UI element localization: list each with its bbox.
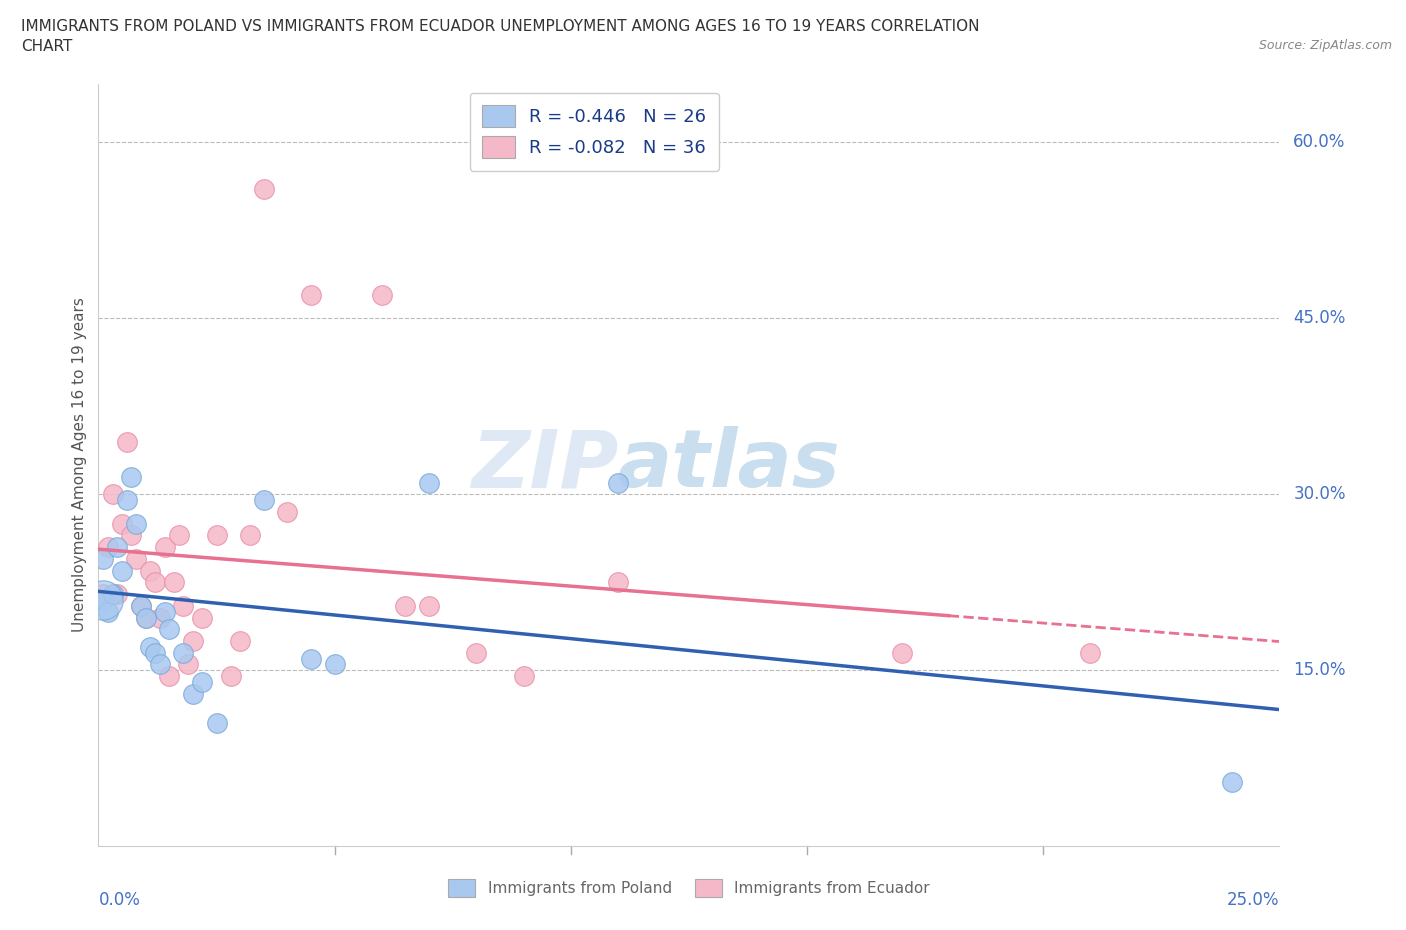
Text: 15.0%: 15.0% xyxy=(1294,661,1346,679)
Point xyxy=(181,633,204,648)
Point xyxy=(121,470,143,485)
Point xyxy=(205,716,228,731)
Point xyxy=(153,539,176,554)
Point xyxy=(890,645,912,660)
Text: ZIP: ZIP xyxy=(471,426,619,504)
Point xyxy=(91,592,114,607)
Point xyxy=(129,598,152,613)
Point xyxy=(97,604,120,619)
Point xyxy=(157,622,180,637)
Point xyxy=(105,587,128,602)
Point xyxy=(299,287,322,302)
Point xyxy=(163,575,186,590)
Legend: Immigrants from Poland, Immigrants from Ecuador: Immigrants from Poland, Immigrants from … xyxy=(441,872,936,903)
Point xyxy=(172,645,194,660)
Point xyxy=(149,610,172,625)
Point xyxy=(323,657,346,671)
Point xyxy=(115,493,138,508)
Point xyxy=(105,539,128,554)
Point xyxy=(418,598,440,613)
Point xyxy=(143,575,166,590)
Point xyxy=(1080,645,1102,660)
Text: 45.0%: 45.0% xyxy=(1294,310,1346,327)
Text: 30.0%: 30.0% xyxy=(1294,485,1346,503)
Point xyxy=(276,504,298,519)
Point xyxy=(167,528,190,543)
Point xyxy=(111,516,134,531)
Point xyxy=(91,551,114,566)
Text: IMMIGRANTS FROM POLAND VS IMMIGRANTS FROM ECUADOR UNEMPLOYMENT AMONG AGES 16 TO : IMMIGRANTS FROM POLAND VS IMMIGRANTS FRO… xyxy=(21,19,980,33)
Point xyxy=(205,528,228,543)
Point xyxy=(135,610,157,625)
Point xyxy=(149,657,172,671)
Point xyxy=(153,604,176,619)
Text: Source: ZipAtlas.com: Source: ZipAtlas.com xyxy=(1258,39,1392,52)
Point xyxy=(253,182,276,197)
Point xyxy=(512,669,534,684)
Point xyxy=(253,493,276,508)
Text: 25.0%: 25.0% xyxy=(1227,891,1279,909)
Point xyxy=(191,674,214,689)
Point xyxy=(121,528,143,543)
Point xyxy=(91,587,114,602)
Text: CHART: CHART xyxy=(21,39,73,54)
Text: atlas: atlas xyxy=(619,426,841,504)
Point xyxy=(91,592,114,607)
Point xyxy=(115,434,138,449)
Point xyxy=(177,657,200,671)
Point xyxy=(181,686,204,701)
Point xyxy=(125,551,148,566)
Y-axis label: Unemployment Among Ages 16 to 19 years: Unemployment Among Ages 16 to 19 years xyxy=(72,298,87,632)
Point xyxy=(1220,775,1243,790)
Point xyxy=(139,640,162,655)
Point xyxy=(394,598,416,613)
Point xyxy=(172,598,194,613)
Point xyxy=(219,669,242,684)
Point xyxy=(143,645,166,660)
Text: 0.0%: 0.0% xyxy=(98,891,141,909)
Point xyxy=(371,287,394,302)
Point xyxy=(101,587,124,602)
Point xyxy=(239,528,262,543)
Point xyxy=(191,610,214,625)
Point xyxy=(139,564,162,578)
Point xyxy=(465,645,488,660)
Point xyxy=(418,475,440,490)
Point xyxy=(97,539,120,554)
Point xyxy=(111,564,134,578)
Point xyxy=(299,651,322,666)
Point xyxy=(229,633,252,648)
Point xyxy=(129,598,152,613)
Point xyxy=(135,610,157,625)
Text: 60.0%: 60.0% xyxy=(1294,133,1346,152)
Point xyxy=(607,475,630,490)
Point xyxy=(607,575,630,590)
Point xyxy=(101,487,124,502)
Point xyxy=(157,669,180,684)
Point xyxy=(125,516,148,531)
